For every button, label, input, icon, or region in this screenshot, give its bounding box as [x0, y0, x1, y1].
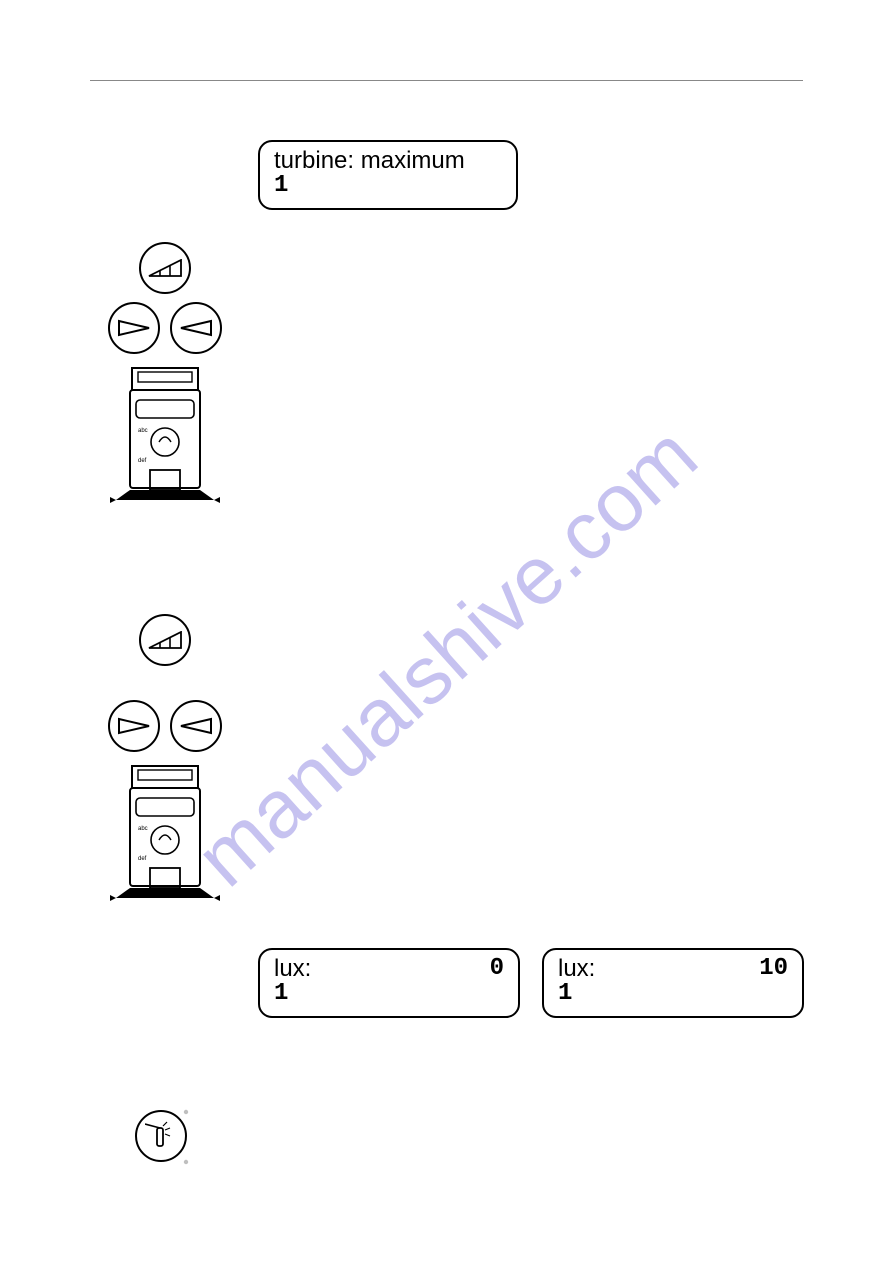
lcd-lux-display-right: lux: 10 1: [542, 948, 804, 1018]
ramp-3step-icon: [139, 242, 191, 294]
svg-text:def: def: [138, 458, 147, 464]
foot-control-unit-icon: abc def: [110, 362, 220, 532]
lcd-line1-value: 10: [759, 956, 788, 981]
lcd-line1: turbine: maximum: [274, 148, 502, 173]
lcd-turbine-display: turbine: maximum 1: [258, 140, 518, 210]
control-group-1: abc def: [105, 242, 225, 532]
lcd-line1: lux: 10: [558, 956, 788, 981]
manual-page: manualshive.com turbine: maximum 1: [0, 0, 893, 1263]
lcd-line1: lux: 0: [274, 956, 504, 981]
header-rule: [90, 80, 803, 81]
lcd-line2: 1: [558, 981, 788, 1006]
ramp-3step-glyph: [148, 259, 182, 277]
wedge-left-icon: [170, 700, 222, 752]
decrease-increase-row: [108, 700, 222, 752]
lcd-line1-value: 0: [490, 956, 504, 981]
wedge-right-icon: [108, 700, 160, 752]
wedge-right-icon: [108, 302, 160, 354]
watermark-text: manualshive.com: [178, 408, 715, 905]
lcd-line1-value: maximum: [361, 147, 465, 174]
lcd-lux-display-left: lux: 0 1: [258, 948, 520, 1018]
decrease-increase-row: [108, 302, 222, 354]
svg-text:abc: abc: [138, 826, 148, 832]
lcd-line1-label: lux:: [274, 956, 311, 981]
lcd-line1-label: lux:: [558, 956, 595, 981]
instrument-spray-indicator-icon: [135, 1110, 187, 1162]
wedge-left-icon: [170, 302, 222, 354]
foot-control-unit-icon: abc def: [110, 760, 220, 930]
lcd-line1-label: turbine:: [274, 147, 354, 174]
control-group-2: abc def: [105, 614, 225, 930]
lcd-line2: 1: [274, 173, 502, 198]
svg-text:def: def: [138, 856, 147, 862]
svg-text:abc: abc: [138, 428, 148, 434]
ramp-3step-icon: [139, 614, 191, 666]
lcd-line2: 1: [274, 981, 504, 1006]
